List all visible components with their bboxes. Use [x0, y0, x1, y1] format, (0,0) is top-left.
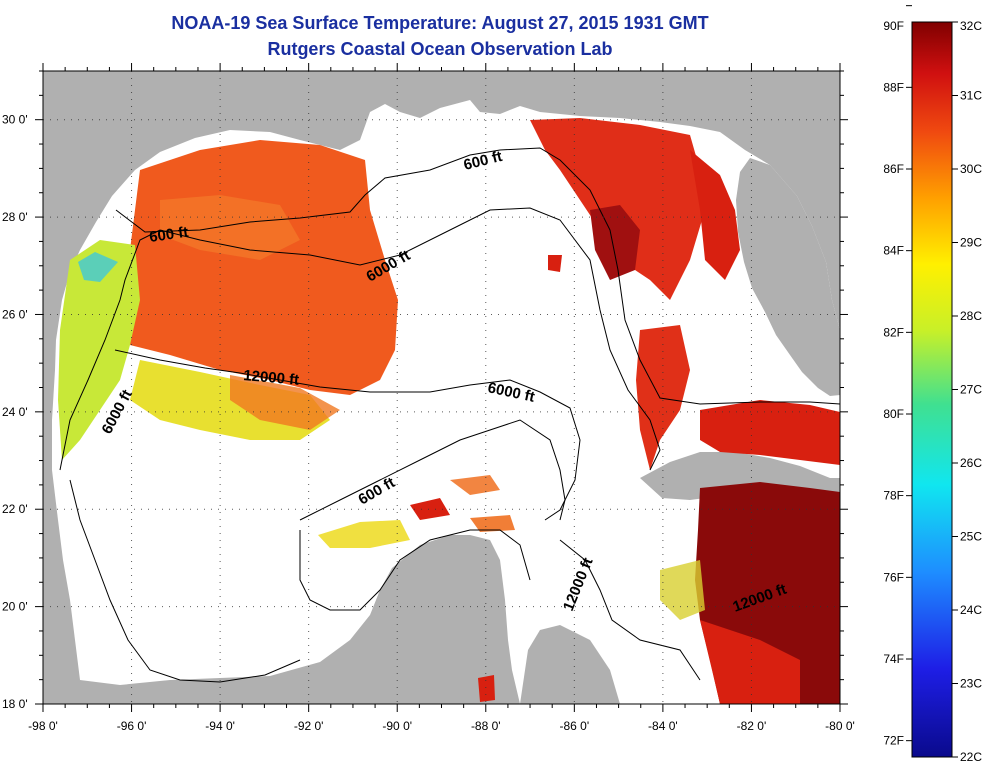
colorbar-label-c: 26C	[960, 456, 982, 470]
colorbar-label-f: 84F	[883, 244, 904, 258]
land-florida	[736, 158, 840, 396]
colorbar-label-c: 31C	[960, 89, 982, 103]
colorbar-label-c: 32C	[960, 19, 982, 33]
sst-caribbean-yellow-edge	[660, 560, 705, 620]
sst-caribbean-red-edge	[700, 620, 800, 704]
sst-east-red-patch	[636, 325, 690, 470]
lon-tick-label: -90 0'	[382, 719, 412, 733]
colorbar-label-f: 80F	[883, 407, 904, 421]
lon-tick-label: -94 0'	[205, 719, 235, 733]
colorbar-label-f: 90F	[883, 19, 904, 33]
contour-600ft	[115, 147, 840, 405]
lat-tick-label: 28 0'	[2, 210, 28, 224]
colorbar-label-f: 82F	[883, 325, 904, 339]
contour-600ft-south	[299, 419, 566, 521]
colorbar-label-c: 24C	[960, 603, 982, 617]
colorbar-label-c: 22C	[960, 750, 982, 764]
title-line-2: Rutgers Coastal Ocean Observation Lab	[267, 39, 613, 59]
colorbar-label-f: 72F	[883, 734, 904, 748]
colorbar-label-c: 23C	[960, 677, 982, 691]
sst-sw-orange-region	[230, 375, 340, 430]
land-us-gulf-coast	[43, 71, 840, 704]
lat-tick-label: 30 0'	[2, 113, 28, 127]
contour-label-12000ft-west: 12000 ft	[243, 367, 300, 389]
land-mexico-yucatan	[43, 535, 520, 704]
lon-tick-label: -98 0'	[28, 719, 58, 733]
sst-ne-coast-red	[690, 150, 740, 280]
sst-central-red-patch	[410, 498, 450, 520]
colorbar-label-f: 86F	[883, 162, 904, 176]
axis-ticks: -98 0' -96 0' -94 0' -92 0' -90 0' -88 0' -86 …	[2, 63, 855, 733]
contour-12000ft-caribbean	[559, 539, 701, 681]
lon-tick-label: -96 0'	[117, 719, 147, 733]
land-central-america	[520, 625, 620, 704]
title-line-1: NOAA-19 Sea Surface Temperature: August …	[171, 13, 709, 33]
bathymetry-contours	[59, 147, 840, 683]
map-title: NOAA-19 Sea Surface Temperature: August …	[40, 10, 840, 62]
graticule	[43, 71, 840, 704]
colorbar-label-f: 76F	[883, 570, 904, 584]
lon-tick-label: -82 0'	[737, 719, 767, 733]
lon-tick-label: -84 0'	[648, 719, 678, 733]
lon-tick-label: -80 0'	[825, 719, 855, 733]
contour-12000ft	[114, 349, 581, 521]
sst-small-red-patch	[548, 255, 562, 272]
colorbar-label-f: 78F	[883, 489, 904, 503]
lat-tick-label: 26 0'	[2, 307, 28, 321]
colorbar-label-f: 88F	[883, 80, 904, 94]
lon-tick-label: -88 0'	[471, 719, 501, 733]
contour-6000ft-north	[59, 207, 661, 471]
sst-south-red-dot	[478, 675, 495, 702]
contour-6000ft-west	[69, 479, 301, 683]
contour-label-600ft-nw: 600 ft	[148, 224, 189, 246]
colorbar-labels: 32C 31C 30C 29C 28C 27C 26C 25C 24C 23C 22C 90F 88F 8…	[883, 5, 982, 764]
sst-west-cyan-streak	[78, 252, 118, 282]
colorbar	[911, 21, 953, 758]
sst-central-orange-patch	[450, 475, 500, 495]
lat-tick-label: 18 0'	[2, 697, 28, 711]
colorbar-label-c: 30C	[960, 162, 982, 176]
colorbar-label-c: 25C	[960, 530, 982, 544]
lat-tick-label: 20 0'	[2, 600, 28, 614]
sst-campeche-orange-patch	[470, 515, 515, 532]
colorbar-label-f: 74F	[883, 652, 904, 666]
sst-campeche-yellow-patch	[318, 520, 410, 548]
colorbar-label-c: 27C	[960, 383, 982, 397]
lon-tick-label: -92 0'	[294, 719, 324, 733]
sst-nw-warm-highlight	[160, 195, 300, 260]
sst-florida-straits-red	[700, 400, 840, 465]
lon-tick-label: -86 0'	[560, 719, 590, 733]
sst-west-cool-band	[58, 240, 140, 460]
colorbar-label-c: 28C	[960, 309, 982, 323]
sst-ne-dark-red	[590, 205, 640, 280]
colorbar-label-c: 29C	[960, 236, 982, 250]
lat-tick-label: 24 0'	[2, 405, 28, 419]
lat-tick-label: 22 0'	[2, 502, 28, 516]
